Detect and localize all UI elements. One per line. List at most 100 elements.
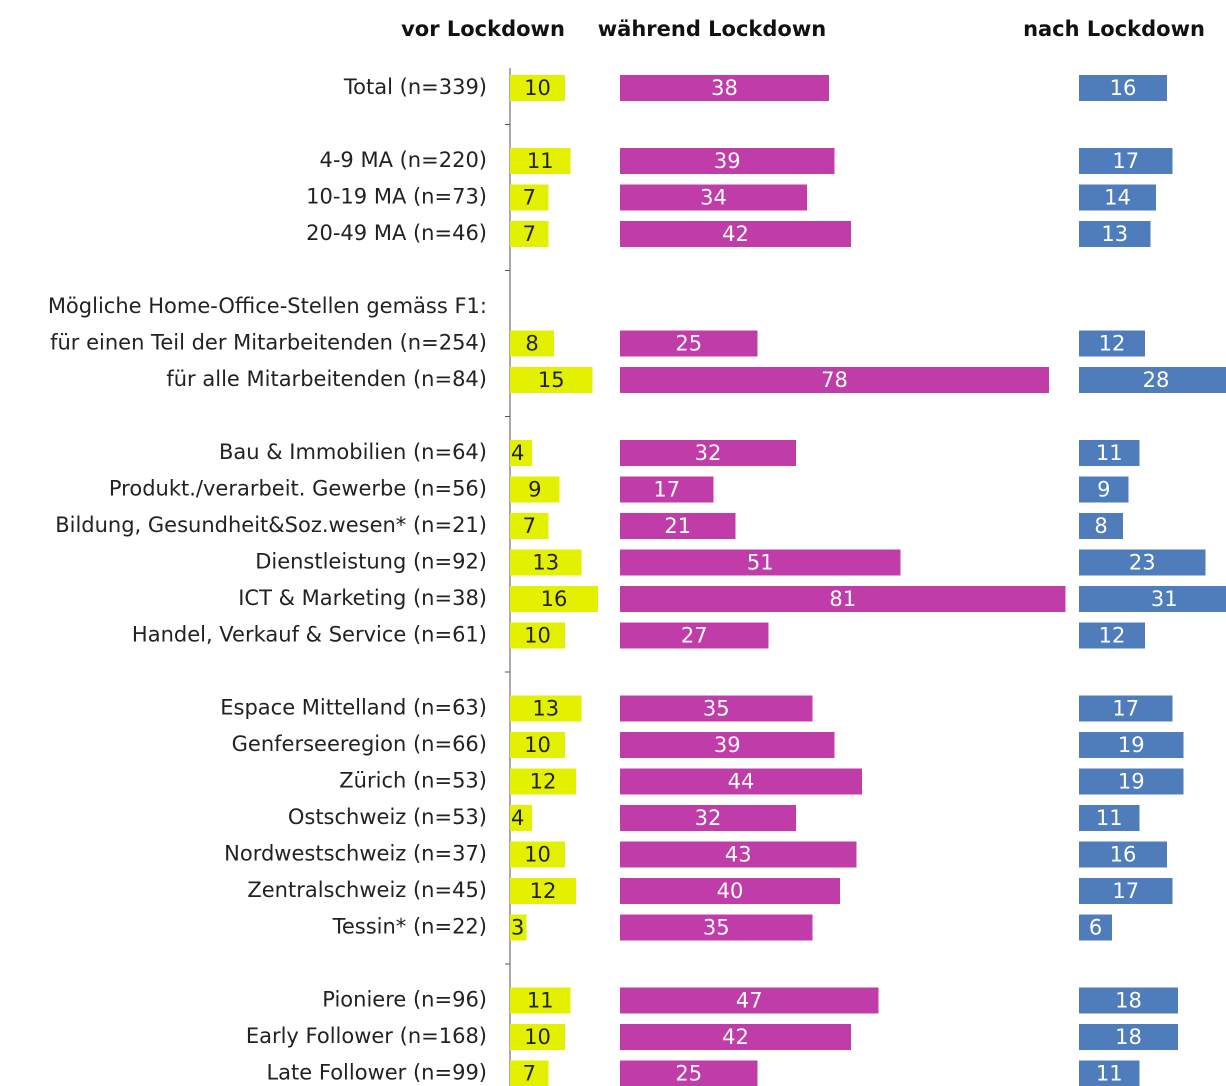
value-label: 14 [1104, 186, 1131, 210]
bar [620, 330, 758, 357]
bar [620, 1024, 851, 1050]
value-label: 7 [523, 1062, 536, 1086]
bar [510, 841, 565, 868]
bar [510, 586, 598, 612]
bar [510, 221, 549, 247]
value-label: 47 [736, 989, 763, 1013]
category-label: 10-19 MA (n=73) [306, 185, 487, 209]
bar [620, 75, 829, 101]
category-label: Mögliche Home-Office-Stellen gemäss F1: [48, 294, 487, 318]
bar [620, 440, 796, 466]
category-label: Nordwestschweiz (n=37) [224, 842, 487, 866]
value-label: 12 [530, 770, 557, 794]
bar [1079, 914, 1112, 941]
value-label: 25 [675, 332, 702, 356]
value-label: 11 [527, 149, 554, 173]
category-label: 4-9 MA (n=220) [319, 148, 487, 172]
bar [1079, 622, 1145, 649]
value-label: 44 [728, 770, 755, 794]
category-label: Produkt./verarbeit. Gewerbe (n=56) [109, 477, 487, 501]
series-header: vor Lockdown [401, 17, 565, 41]
bar [1079, 841, 1167, 868]
category-label: Genferseeregion (n=66) [232, 732, 487, 756]
bar [1079, 878, 1173, 904]
value-label: 17 [1112, 697, 1139, 721]
value-label: 31 [1151, 587, 1178, 611]
bar [510, 768, 576, 795]
value-label: 78 [821, 368, 848, 392]
bar [1079, 221, 1151, 247]
category-label: Late Follower (n=99) [266, 1061, 487, 1085]
bar [620, 878, 840, 904]
bar [510, 878, 576, 904]
value-label: 12 [1099, 332, 1126, 356]
bar [510, 732, 565, 758]
value-label: 32 [695, 806, 722, 830]
series-header: nach Lockdown [1023, 17, 1205, 41]
bar [510, 330, 554, 357]
value-label: 15 [538, 368, 565, 392]
bar [1079, 440, 1140, 466]
value-label: 9 [528, 478, 541, 502]
value-label: 13 [532, 697, 559, 721]
value-label: 8 [525, 332, 538, 356]
value-label: 10 [524, 76, 551, 100]
value-label: 10 [524, 843, 551, 867]
value-label: 25 [675, 1062, 702, 1086]
bar [1079, 695, 1173, 722]
category-label: Ostschweiz (n=53) [288, 805, 487, 829]
bar [620, 367, 1049, 393]
bar [620, 805, 796, 831]
value-label: 17 [1112, 879, 1139, 903]
category-label: Total (n=339) [343, 75, 487, 99]
value-label: 17 [1112, 149, 1139, 173]
bar [510, 440, 532, 466]
bar [620, 586, 1066, 612]
bar [510, 184, 549, 211]
value-label: 7 [523, 186, 536, 210]
bar [510, 805, 532, 831]
value-label: 39 [714, 733, 741, 757]
value-label: 12 [530, 879, 557, 903]
bar [620, 987, 879, 1014]
bar [510, 695, 582, 722]
bar [510, 914, 527, 941]
value-label: 17 [653, 478, 680, 502]
value-label: 18 [1115, 1025, 1142, 1049]
bar [1079, 1060, 1140, 1086]
bar [620, 476, 714, 503]
category-label: Pioniere (n=96) [322, 988, 487, 1012]
bar [1079, 513, 1123, 539]
value-label: 3 [511, 916, 524, 940]
value-label: 34 [700, 186, 727, 210]
bar [1079, 148, 1173, 174]
value-label: 16 [541, 587, 568, 611]
bar [1079, 476, 1129, 503]
value-label: 18 [1115, 989, 1142, 1013]
value-label: 38 [711, 76, 738, 100]
value-label: 28 [1143, 368, 1170, 392]
value-label: 11 [1096, 1062, 1123, 1086]
value-label: 42 [722, 1025, 749, 1049]
value-label: 51 [747, 551, 774, 575]
value-label: 42 [722, 222, 749, 246]
category-label: Dienstleistung (n=92) [255, 550, 487, 574]
bar [1079, 586, 1226, 612]
value-label: 40 [717, 879, 744, 903]
value-label: 27 [681, 624, 708, 648]
category-label: Bau & Immobilien (n=64) [219, 440, 487, 464]
value-label: 10 [524, 1025, 551, 1049]
value-label: 32 [695, 441, 722, 465]
bar [1079, 367, 1226, 393]
value-label: 7 [523, 222, 536, 246]
bar [620, 148, 835, 174]
category-label: 20-49 MA (n=46) [306, 221, 487, 245]
bar [1079, 805, 1140, 831]
bar [1079, 330, 1145, 357]
bar [1079, 732, 1184, 758]
bar [620, 1060, 758, 1086]
value-label: 11 [1096, 806, 1123, 830]
category-label: für alle Mitarbeitenden (n=84) [166, 367, 487, 391]
value-label: 8 [1094, 514, 1107, 538]
bar [510, 367, 593, 393]
